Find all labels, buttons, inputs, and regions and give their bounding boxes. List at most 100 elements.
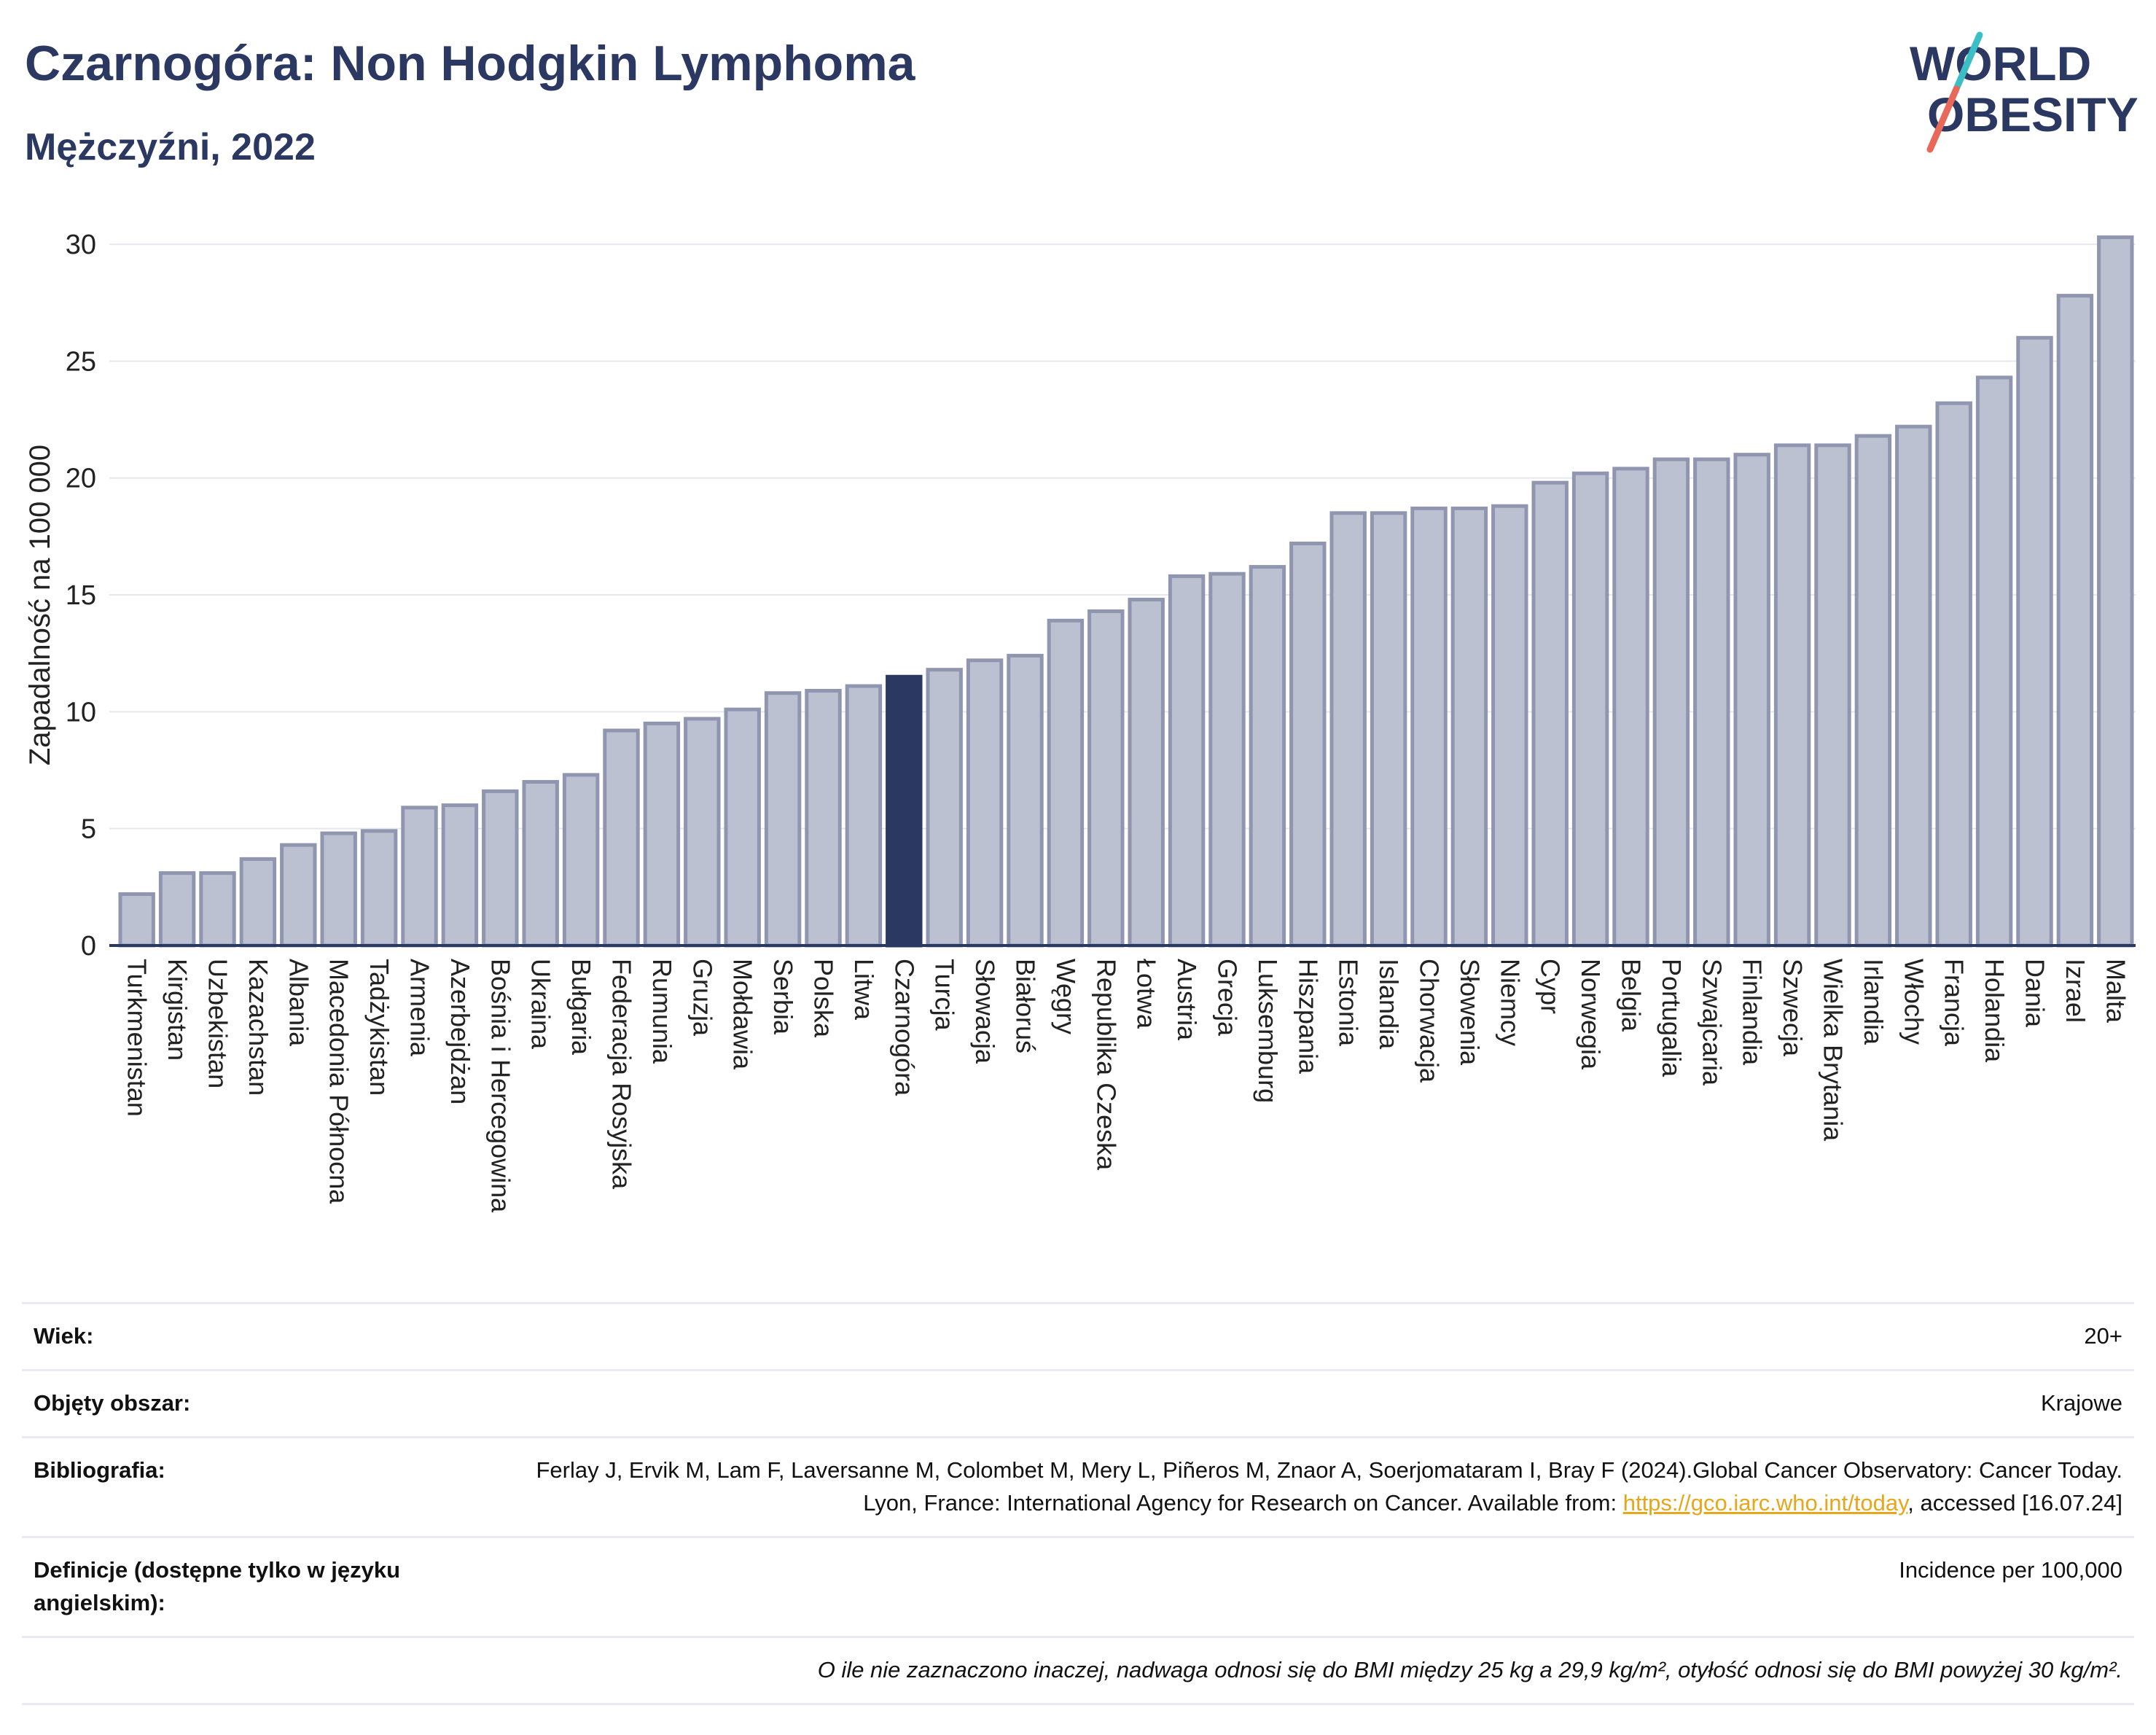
bibliography-link[interactable]: https://gco.iarc.who.int/today xyxy=(1622,1489,1908,1516)
x-tick-label: Malta xyxy=(2101,959,2130,1024)
x-tick-label: Hiszpania xyxy=(1293,959,1323,1075)
bar xyxy=(603,728,640,948)
x-tick-label: Macedonia Północna xyxy=(324,959,354,1204)
info-label-area: Objęty obszar: xyxy=(22,1368,483,1438)
bar xyxy=(2016,335,2053,948)
y-tick-label: 25 xyxy=(66,346,96,377)
bar xyxy=(764,691,802,948)
bar xyxy=(280,843,317,948)
x-tick-label: Słowacja xyxy=(970,959,1000,1064)
x-tick-label: Bułgaria xyxy=(566,959,596,1056)
info-row-bibliography: Bibliografia: Ferlay J, Ervik M, Lam F, … xyxy=(22,1435,2134,1537)
bar xyxy=(522,780,559,948)
bar xyxy=(926,668,963,948)
info-row-footnote: O ile nie zaznaczono inaczej, nadwaga od… xyxy=(22,1635,2134,1705)
bar xyxy=(1370,511,1407,948)
bar xyxy=(1128,597,1165,948)
bar xyxy=(239,857,277,948)
info-value-definitions: Incidence per 100,000 xyxy=(483,1535,2134,1637)
bar xyxy=(482,789,519,948)
x-tick-label: Islandia xyxy=(1374,959,1404,1050)
x-tick-label: Szwajcaria xyxy=(1697,959,1727,1086)
bar xyxy=(441,803,479,948)
x-tick-label: Kirgistan xyxy=(163,959,192,1061)
bar xyxy=(1047,618,1085,948)
x-tick-label: Łotwa xyxy=(1132,959,1162,1029)
x-tick-label: Finlandia xyxy=(1738,959,1768,1066)
info-row-age: Wiek: 20+ xyxy=(22,1302,2134,1371)
x-tick-label: Chorwacja xyxy=(1415,959,1445,1083)
x-tick-label: Turcja xyxy=(930,959,960,1032)
bar xyxy=(1571,471,1609,948)
bar xyxy=(2056,294,2094,948)
x-tick-label: Bośnia i Hercegowina xyxy=(485,959,515,1213)
bar xyxy=(845,684,883,948)
x-tick-label: Holandia xyxy=(1980,959,2009,1063)
y-tick-label: 30 xyxy=(66,230,96,260)
bar xyxy=(199,871,236,948)
x-tick-label: Litwa xyxy=(849,959,879,1021)
bar xyxy=(562,773,600,948)
y-tick-label: 5 xyxy=(81,814,96,845)
x-tick-label: Włochy xyxy=(1899,959,1929,1045)
x-tick-label: Słowenia xyxy=(1455,959,1485,1066)
info-label-age: Wiek: xyxy=(22,1302,483,1371)
bar xyxy=(1208,572,1246,948)
x-tick-label: Uzbekistan xyxy=(203,959,233,1088)
x-tick-label: Węgry xyxy=(1051,959,1081,1034)
x-tick-label: Dania xyxy=(2020,959,2050,1028)
x-tick-label: Ukraina xyxy=(526,959,556,1050)
bar xyxy=(401,806,438,948)
bar xyxy=(724,707,761,948)
bars xyxy=(118,235,2134,948)
world-obesity-logo: WORLD OBESITY xyxy=(1910,31,2139,153)
x-tick-label: Niemcy xyxy=(1495,959,1525,1046)
info-row-area: Objęty obszar: Krajowe xyxy=(22,1368,2134,1438)
bar xyxy=(1693,457,1730,948)
bar xyxy=(966,658,1004,948)
x-tick-label: Republika Czeska xyxy=(1091,959,1121,1171)
page-subtitle: Mężczyźni, 2022 xyxy=(25,126,316,168)
info-label-definitions: Definicje (dostępne tylko w języku angie… xyxy=(22,1535,483,1637)
bar xyxy=(1168,574,1206,948)
info-value-area: Krajowe xyxy=(483,1368,2134,1438)
x-tick-label: Irlandia xyxy=(1859,959,1889,1045)
y-axis-label: Zapadalność na 100 000 xyxy=(24,445,56,765)
bar xyxy=(1329,511,1367,948)
bar xyxy=(1895,424,1932,948)
x-tick-label: Belgia xyxy=(1617,959,1647,1032)
bar xyxy=(320,831,357,948)
logo-slash-top xyxy=(1953,31,1983,93)
x-tick-label: Austria xyxy=(1172,959,1202,1041)
bar xyxy=(1249,565,1286,948)
info-row-definitions: Definicje (dostępne tylko w języku angie… xyxy=(22,1535,2134,1637)
info-value-bibliography: Ferlay J, Ervik M, Lam F, Laversanne M, … xyxy=(483,1435,2134,1537)
y-tick-label: 15 xyxy=(66,580,96,611)
y-tick-label: 20 xyxy=(66,464,96,494)
bar xyxy=(1531,480,1569,948)
bibliography-text: Ferlay J, Ervik M, Lam F, Laversanne M, … xyxy=(536,1457,2122,1516)
x-tick-label: Gruzja xyxy=(687,959,717,1037)
bar xyxy=(1410,506,1448,948)
bar xyxy=(1814,443,1851,948)
bar xyxy=(1491,504,1528,948)
y-tick-label: 10 xyxy=(66,697,96,728)
bar xyxy=(1652,457,1690,948)
x-tick-label: Azerbejdżan xyxy=(445,959,475,1104)
bar xyxy=(1289,541,1327,948)
x-tick-label: Rumunia xyxy=(647,959,677,1064)
x-tick-label: Mołdawia xyxy=(728,959,758,1070)
x-tick-label: Grecja xyxy=(1213,959,1243,1037)
x-tick-label: Cypr xyxy=(1536,959,1566,1014)
logo-line2: OBESITY xyxy=(1927,87,2139,141)
x-tick-label: Polska xyxy=(809,959,839,1038)
bar xyxy=(2097,235,2134,948)
y-tick-labels: 0 5 10 15 20 25 30 xyxy=(66,230,96,962)
bar-highlighted xyxy=(886,674,923,948)
bar xyxy=(643,721,681,948)
bar xyxy=(805,688,842,948)
x-tick-label: Luksemburg xyxy=(1253,959,1283,1103)
x-tick-label: Serbia xyxy=(768,959,798,1035)
x-tick-label: Albania xyxy=(284,959,313,1047)
bar xyxy=(1854,434,1892,948)
